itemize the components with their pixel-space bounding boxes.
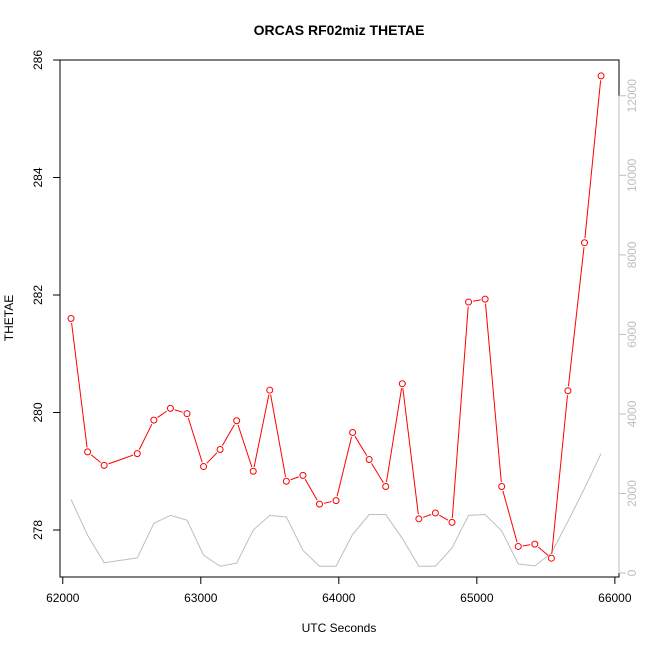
data-point (531, 540, 539, 548)
series-segment (206, 452, 218, 464)
y-tick-label: 278 (31, 520, 45, 540)
x-tick-label: 62000 (46, 591, 80, 605)
y-right-tick-label: 10000 (625, 158, 639, 192)
data-point (498, 483, 506, 491)
data-point (349, 428, 357, 436)
x-axis: 62000 63000 64000 65000 66000 (46, 576, 632, 605)
data-point (233, 417, 241, 425)
y-right-tick-label: 8000 (625, 241, 639, 268)
series-segment (567, 247, 585, 387)
data-point (514, 542, 522, 550)
data-point (547, 554, 555, 562)
data-point (365, 456, 373, 463)
series-secondary-line (70, 453, 602, 567)
series-segment (485, 303, 502, 483)
y-tick-label: 282 (31, 285, 45, 305)
y-right-tick-label: 0 (625, 569, 639, 576)
y-right-tick-label: 2000 (625, 480, 639, 507)
series-segment (138, 423, 153, 450)
series-segment (502, 490, 518, 543)
data-point (150, 416, 158, 424)
plot-frame (59, 59, 620, 578)
data-point (597, 72, 605, 80)
series-segment (237, 424, 253, 468)
data-point (481, 295, 489, 303)
series-segment (290, 476, 299, 481)
y-tick-label: 284 (31, 167, 45, 187)
x-tick-label: 65000 (460, 591, 494, 605)
data-point (216, 446, 224, 454)
series-segment (323, 501, 332, 504)
series-segment (422, 513, 432, 518)
y-axis-right: 0 2000 4000 6000 8000 10000 12000 (618, 79, 639, 576)
series-segment (108, 454, 134, 465)
series-segment (157, 410, 168, 418)
chart-title: ORCAS RF02miz THETAE (254, 22, 425, 38)
y-axis: 278 280 282 284 286 (31, 50, 61, 540)
series-segment (385, 388, 403, 483)
series-segment (336, 436, 353, 497)
data-point (299, 471, 307, 479)
series-segment (304, 479, 318, 501)
series-segment (537, 546, 549, 556)
series-segment (402, 388, 419, 515)
data-point (249, 467, 257, 475)
data-point (166, 404, 174, 412)
series-layer (67, 72, 605, 567)
series-segment (584, 80, 602, 239)
data-point (415, 515, 423, 523)
data-point (465, 298, 473, 306)
series-segment (71, 322, 88, 448)
series-segment (221, 424, 235, 446)
y-tick-label: 286 (31, 50, 45, 70)
y-right-tick-label: 12000 (625, 79, 639, 113)
series-segment (472, 299, 481, 302)
data-point (398, 380, 406, 388)
data-point (67, 315, 75, 322)
y-axis-label: THETAE (2, 295, 16, 341)
data-point (100, 461, 108, 469)
data-point (266, 386, 274, 394)
data-point (315, 500, 323, 508)
data-point (200, 463, 208, 471)
series-segment (90, 454, 101, 463)
series-segment (371, 463, 384, 483)
series-segment (451, 306, 469, 518)
data-point (133, 450, 141, 458)
data-point (580, 239, 588, 247)
data-point (564, 387, 572, 395)
y-tick-label: 280 (31, 402, 45, 422)
series-segment (187, 417, 203, 463)
series-segment (551, 395, 568, 554)
data-point (282, 477, 290, 485)
series-segment (439, 514, 449, 521)
series-thetae (67, 72, 605, 562)
data-point (431, 509, 439, 517)
data-point (183, 410, 191, 418)
series-segment (253, 394, 270, 467)
data-point (332, 497, 340, 505)
series-segment (354, 436, 368, 456)
y-right-tick-label: 6000 (625, 321, 639, 348)
series-segment (270, 394, 287, 477)
x-tick-label: 63000 (184, 591, 218, 605)
data-point (382, 483, 390, 491)
data-point (448, 518, 456, 526)
y-right-tick-label: 4000 (625, 400, 639, 427)
x-axis-label: UTC Seconds (302, 621, 377, 635)
x-tick-label: 66000 (598, 591, 632, 605)
data-point (84, 448, 92, 456)
x-tick-label: 64000 (322, 591, 356, 605)
series-segment (174, 409, 183, 413)
series-segment (522, 544, 531, 547)
